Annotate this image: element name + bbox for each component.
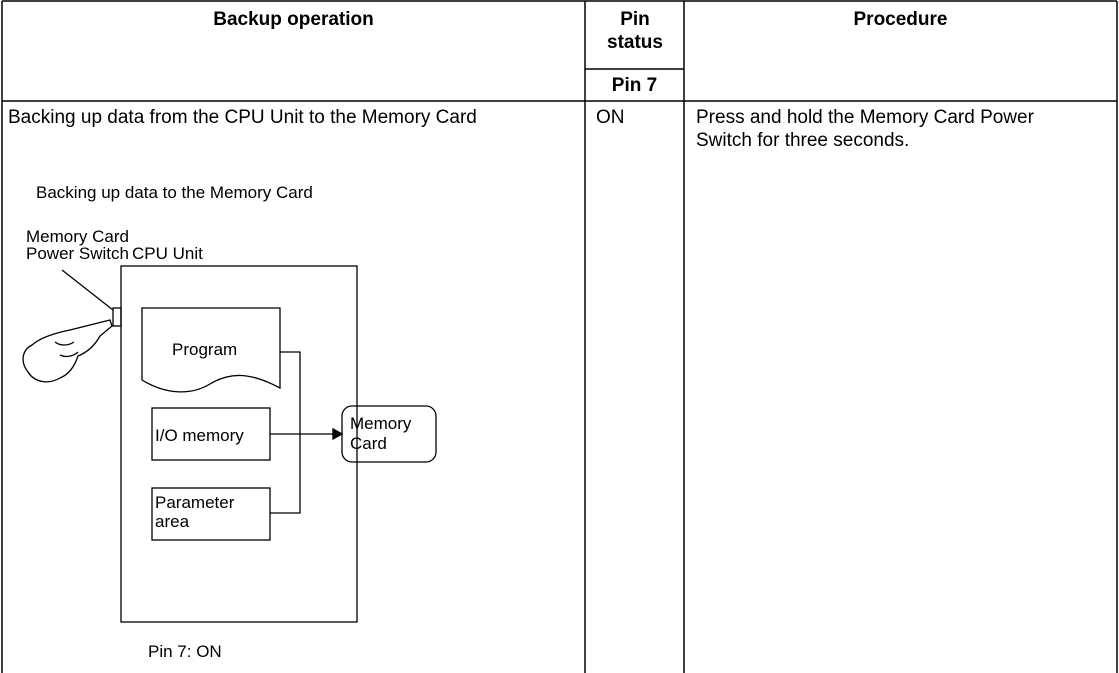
table-cell: ON — [596, 107, 625, 128]
io-memory-label: I/O memory — [155, 426, 244, 445]
switch-label: Memory Card — [26, 227, 129, 246]
table-cell: Press and hold the Memory Card Power Swi… — [696, 107, 1034, 151]
parameter-label: area — [155, 512, 190, 531]
memory-card-label: Card — [350, 434, 387, 453]
header-cell: Pin 7 — [611, 75, 658, 96]
memory-card-label: Memory — [350, 414, 412, 433]
cpu-label: CPU Unit — [132, 244, 203, 263]
parameter-label: Parameter — [155, 493, 235, 512]
diagram-footnote: Pin 7: ON — [148, 642, 222, 661]
program-label: Program — [172, 340, 237, 359]
diagram-caption: Backing up data to the Memory Card — [36, 183, 313, 202]
backup-diagram — [22, 265, 437, 623]
header-cell: Backup operation — [213, 9, 374, 30]
header-cell: Procedure — [853, 9, 948, 30]
switch-label: Power Switch — [26, 244, 129, 263]
table-cell: Backing up data from the CPU Unit to the… — [8, 107, 477, 128]
header-cell: Pin status — [607, 9, 663, 53]
